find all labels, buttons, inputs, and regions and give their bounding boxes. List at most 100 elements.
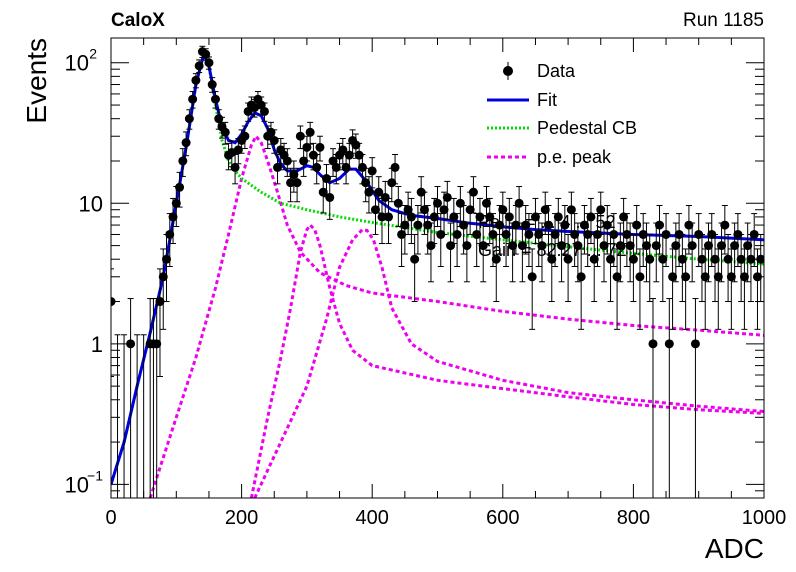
data-point — [498, 205, 508, 215]
data-point — [537, 241, 547, 251]
data-point — [465, 205, 475, 215]
data-point — [488, 229, 498, 239]
data-point — [419, 205, 429, 215]
data-point — [511, 220, 521, 230]
x-tick-label: 1000 — [742, 507, 787, 529]
data-point — [302, 142, 312, 152]
data-point — [550, 229, 560, 239]
data-point — [230, 162, 240, 172]
data-point — [126, 339, 136, 349]
data-point — [720, 220, 730, 230]
data-point — [475, 212, 485, 222]
data-point — [240, 131, 250, 141]
data-point — [406, 212, 416, 222]
legend: Data Fit Pedestal CB p.e. peak — [487, 61, 637, 167]
data-point — [596, 205, 606, 215]
data-point — [210, 94, 220, 104]
data-point — [736, 254, 746, 264]
data-point — [733, 229, 743, 239]
data-point — [171, 198, 181, 208]
data-point — [204, 58, 214, 68]
data-point — [638, 229, 648, 239]
x-axis: 0 200 400 600 800 1000 — [105, 38, 786, 529]
data-point — [315, 142, 325, 152]
data-point — [661, 229, 671, 239]
data-point — [619, 212, 629, 222]
series-p-e-peak-curve-5 — [253, 227, 764, 498]
data-point — [602, 220, 612, 230]
data-point — [707, 229, 717, 239]
data-point — [188, 94, 198, 104]
data-point — [442, 192, 452, 202]
data-point — [658, 254, 668, 264]
data-point — [207, 80, 217, 90]
data-point — [723, 254, 733, 264]
data-point — [325, 192, 335, 202]
x-tick-label: 800 — [617, 507, 650, 529]
data-point — [534, 229, 544, 239]
x-tick-label: 0 — [105, 507, 116, 529]
data-point — [703, 241, 713, 251]
data-point — [664, 339, 674, 349]
x-axis-label: ADC — [705, 533, 764, 564]
data-point — [400, 220, 410, 230]
data-point — [152, 339, 162, 349]
y-tick-exponent: 2 — [89, 46, 97, 62]
data-point — [570, 229, 580, 239]
data-point — [524, 229, 534, 239]
data-point — [259, 106, 269, 116]
data-point — [338, 145, 348, 155]
data-point — [295, 131, 305, 141]
data-point — [269, 135, 279, 145]
legend-entry-pe: p.e. peak — [487, 147, 612, 167]
data-point — [374, 187, 384, 197]
data-point — [165, 229, 175, 239]
data-point — [181, 138, 191, 148]
data-point — [606, 254, 616, 264]
legend-entry-fit: Fit — [487, 90, 557, 110]
x-tick-label: 400 — [356, 507, 389, 529]
data-point — [694, 229, 704, 239]
data-point — [439, 205, 449, 215]
y-tick-label: 1 — [91, 332, 103, 357]
data-point — [397, 229, 407, 239]
data-point — [563, 254, 573, 264]
data-point — [321, 174, 331, 184]
legend-entry-data: Data — [503, 61, 576, 81]
data-point — [289, 170, 299, 180]
data-point — [655, 220, 665, 230]
data-point — [175, 182, 185, 192]
data-point — [436, 229, 446, 239]
data-point — [299, 156, 309, 166]
data-point — [364, 187, 374, 197]
data-point — [504, 212, 514, 222]
data-point — [168, 212, 178, 222]
data-point — [508, 241, 518, 251]
data-point — [697, 254, 707, 264]
data-point — [514, 198, 524, 208]
data-point — [305, 127, 315, 137]
data-point — [413, 220, 423, 230]
data-point — [449, 212, 459, 222]
data-point — [370, 205, 380, 215]
data-point — [191, 75, 201, 85]
data-point — [393, 198, 403, 208]
data-point — [583, 229, 593, 239]
data-point — [579, 220, 589, 230]
data-point — [390, 162, 400, 172]
data-point — [671, 241, 681, 251]
data-point — [730, 241, 740, 251]
data-point — [403, 205, 413, 215]
y-tick-label: 10 — [79, 191, 103, 216]
annotation-pe: Pe ... = ... 4 ... 52 — [478, 212, 616, 232]
data-point — [557, 241, 567, 251]
series-layer — [111, 45, 764, 498]
data-point — [416, 187, 426, 197]
legend-data-label: Data — [537, 61, 576, 81]
data-point — [367, 166, 377, 176]
data-point — [178, 156, 188, 166]
data-point — [540, 205, 550, 215]
